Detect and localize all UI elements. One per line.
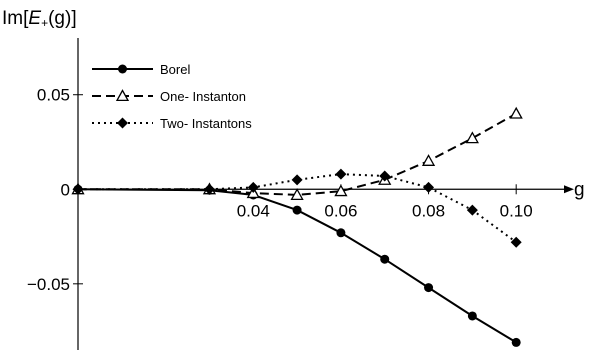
- legend-label-2: Two- Instantons: [160, 116, 252, 131]
- series-2-point-0: [72, 183, 84, 195]
- series-2-point-3: [291, 174, 303, 186]
- ticks: 0.04 0.06 0.08 0.10 0.05 0 −0.05: [27, 86, 533, 294]
- series-1: [71, 106, 523, 200]
- y-axis-title-italic: E: [28, 8, 41, 29]
- legend-marker-2: [117, 117, 128, 129]
- series-0-point-5: [380, 254, 390, 264]
- series-2-point-7: [466, 204, 478, 216]
- legend-label-1: One- Instanton: [160, 89, 246, 104]
- x-axis-arrow: [564, 185, 574, 194]
- series-0-point-3: [292, 205, 302, 215]
- y-tick-label-1: 0: [61, 180, 70, 199]
- series-2-point-6: [423, 181, 435, 193]
- series-2-point-5: [379, 170, 391, 182]
- series-1-point-8: [509, 106, 523, 119]
- series-2-point-4: [335, 168, 347, 180]
- y-axis-title-sub: +: [41, 16, 48, 30]
- series-0-point-8: [511, 337, 521, 347]
- series-layer: [71, 106, 523, 347]
- series-1-point-3: [290, 188, 304, 200]
- y-axis-title-suffix: (g)]: [48, 8, 77, 29]
- legend: Borel One- Instanton Two- Instantons: [92, 62, 252, 131]
- x-tick-label-1: 0.06: [324, 201, 357, 220]
- x-tick-label-3: 0.10: [500, 201, 533, 220]
- series-line-1: [78, 112, 517, 196]
- series-2: [72, 168, 522, 248]
- y-tick-label-0: 0.05: [37, 86, 70, 105]
- y-axis-title: Im[E+(g)]: [2, 8, 77, 30]
- series-0-point-6: [424, 283, 434, 293]
- series-2-point-8: [510, 236, 522, 248]
- series-1-point-6: [421, 154, 436, 166]
- x-tick-label-0: 0.04: [237, 201, 270, 220]
- legend-marker-0: [118, 64, 127, 74]
- x-tick-label-2: 0.08: [412, 201, 445, 220]
- series-0: [73, 184, 521, 347]
- series-1-point-4: [334, 184, 348, 197]
- axes: [77, 38, 574, 350]
- x-axis-title: g: [574, 179, 585, 200]
- y-tick-label-2: −0.05: [27, 275, 70, 294]
- legend-marker-1: [115, 89, 130, 102]
- legend-label-0: Borel: [160, 62, 190, 77]
- series-2-point-2: [247, 181, 259, 193]
- y-axis-title-prefix: Im[: [2, 8, 29, 29]
- series-0-point-4: [336, 228, 346, 238]
- series-0-point-7: [467, 311, 477, 321]
- series-1-point-7: [465, 131, 479, 144]
- series-2-point-1: [203, 183, 215, 195]
